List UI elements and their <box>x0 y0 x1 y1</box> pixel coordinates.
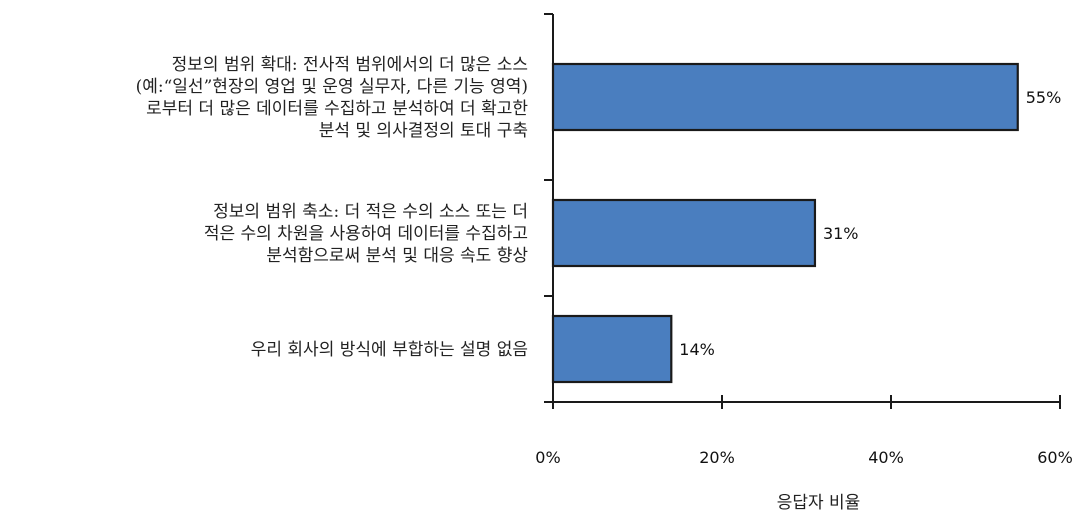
x-tick-labels: 0% 20% 40% 60% <box>535 448 1072 467</box>
category-label-line: 우리 회사의 방식에 부합하는 설명 없음 <box>251 340 528 360</box>
data-label: 14% <box>679 340 715 359</box>
category-label-line: 정보의 범위 축소: 더 적은 수의 소스 또는 더 <box>213 202 528 222</box>
category-label-line: 정보의 범위 확대: 전사적 범위에서의 더 많은 소스 <box>172 55 528 75</box>
data-label: 31% <box>823 224 859 243</box>
category-labels: 정보의 범위 확대: 전사적 범위에서의 더 많은 소스(예:“일선”현장의 영… <box>136 55 529 360</box>
data-labels: 55% 31% 14% <box>679 88 1061 359</box>
category-label-line: 분석 및 의사결정의 토대 구축 <box>319 121 528 141</box>
x-tick-label: 40% <box>868 448 904 467</box>
x-tick-label: 0% <box>535 448 560 467</box>
bar <box>551 314 673 384</box>
x-tick-label: 60% <box>1037 448 1072 467</box>
axes <box>544 13 1061 409</box>
category-label-line: 분석함으로써 분석 및 대응 속도 향상 <box>266 246 528 266</box>
bar <box>551 198 817 268</box>
category-label-line: (예:“일선”현장의 영업 및 운영 실무자, 다른 기능 영역) <box>136 77 528 97</box>
bars <box>551 62 1019 384</box>
category-label-line: 로부터 더 많은 데이터를 수집하고 분석하여 더 확고한 <box>146 99 528 119</box>
x-axis-title: 응답자 비율 <box>777 493 861 513</box>
x-tick-label: 20% <box>699 448 735 467</box>
category-label-line: 적은 수의 차원을 사용하여 데이터를 수집하고 <box>204 224 528 244</box>
bar <box>551 62 1019 132</box>
data-label: 55% <box>1026 88 1062 107</box>
